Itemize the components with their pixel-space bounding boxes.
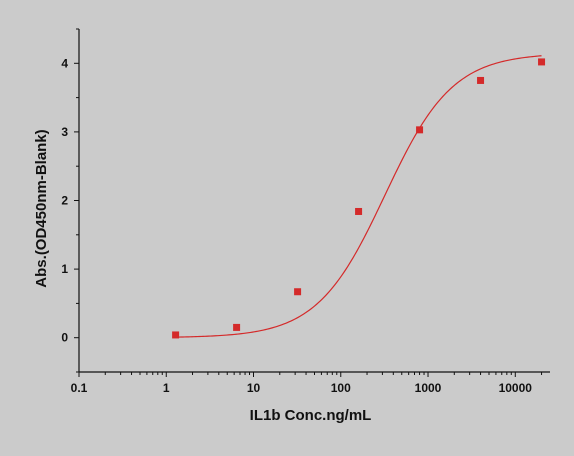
data-point [233,323,241,331]
y-tick-label: 3 [61,125,68,139]
y-tick-label: 0 [61,331,68,345]
x-axis-title: IL1b Conc.ng/mL [250,407,372,424]
data-point [416,126,424,134]
data-point [538,58,546,66]
x-tick-label: 0.1 [71,381,88,395]
x-tick-label: 10 [247,381,261,395]
y-tick-label: 4 [61,56,68,70]
y-tick-label: 2 [61,194,68,208]
x-tick-label: 1000 [415,381,442,395]
data-point [172,331,180,339]
x-tick-label: 10000 [499,381,533,395]
x-tick-label: 1 [163,381,170,395]
fit-curve [175,55,542,338]
data-point [477,76,485,84]
ticks: 0 1 2 3 4 0.1 1 10 100 1000 10000 [61,28,543,395]
y-axis-title: Abs.(OD450nm-Blank) [33,129,50,287]
fit-curve-layer [175,55,542,338]
data-points [172,58,546,339]
data-point [294,288,302,296]
data-point [355,207,363,215]
x-tick-label: 100 [331,381,351,395]
y-tick-label: 1 [61,262,68,276]
